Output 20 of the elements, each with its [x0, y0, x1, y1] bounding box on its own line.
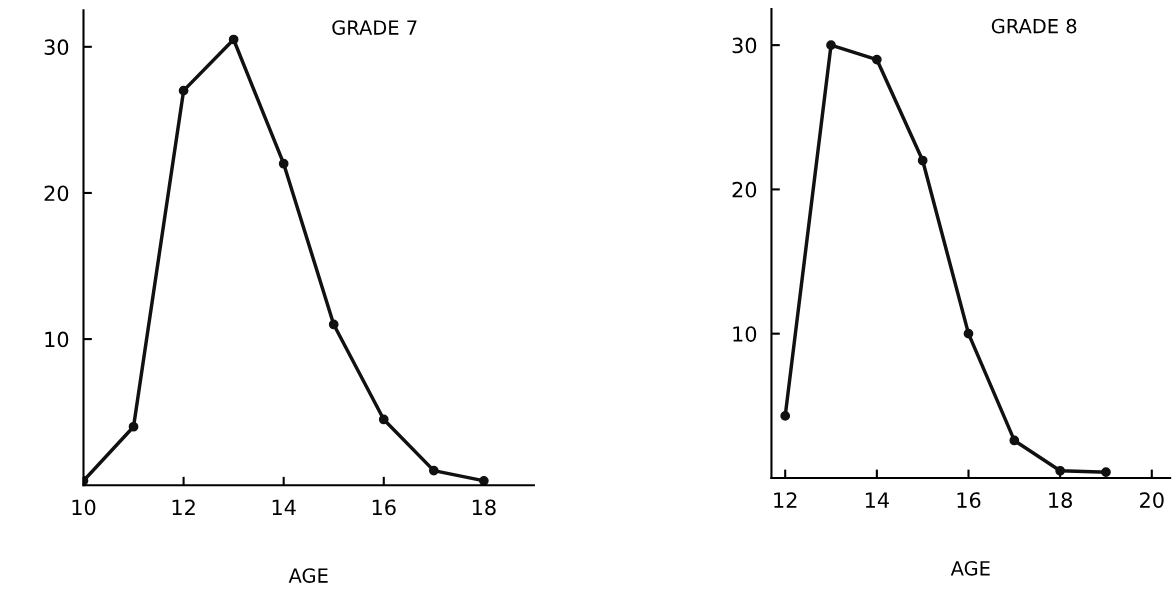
y-tick-label: 20 [732, 181, 757, 198]
y-tick-label: 20 [44, 185, 69, 202]
chart-title: GRADE 8 [991, 18, 1077, 34]
x-tick-label: 16 [372, 499, 396, 516]
y-tick-label: 10 [733, 326, 757, 342]
x-tick-label: 14 [865, 492, 889, 508]
x-tick-label: 18 [1049, 492, 1072, 508]
x-tick-label: 18 [472, 499, 496, 516]
x-axis-title: AGE [950, 560, 990, 576]
y-tick-label: 30 [44, 39, 69, 56]
y-tick-label: 10 [45, 331, 69, 348]
x-tick-label: 14 [272, 499, 296, 515]
x-axis-title: AGE [288, 568, 328, 583]
x-tick-label: 20 [1140, 492, 1164, 508]
y-tick-label: 30 [732, 37, 757, 54]
x-tick-label: 12 [172, 499, 195, 515]
x-tick-label: 16 [957, 492, 981, 508]
x-tick-label: 10 [72, 499, 96, 516]
x-tick-label: 12 [774, 492, 797, 508]
chart-title: GRADE 7 [332, 20, 417, 35]
